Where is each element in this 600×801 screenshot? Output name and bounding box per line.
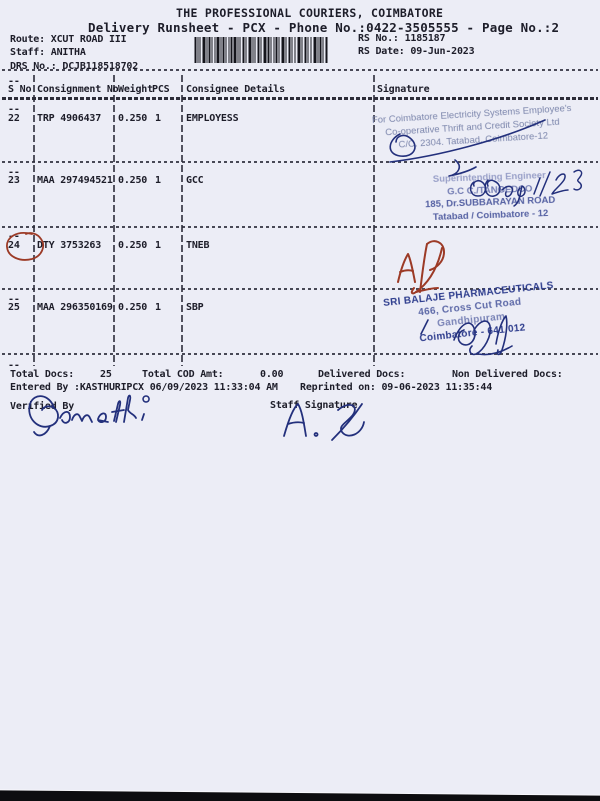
drs-value: DCJB118518702 <box>62 61 139 72</box>
row-pcs: 1 <box>155 302 161 313</box>
row-consignment-no: TRP 4906437 <box>37 113 102 124</box>
row-weight: 0.250 <box>118 302 148 313</box>
rs-no-label: RS No.: <box>358 33 399 44</box>
route-value: XCUT ROAD III <box>50 34 127 45</box>
page-title: THE PROFESSIONAL COURIERS, COIMBATORE <box>176 6 444 20</box>
signature-date-scribble-row23 <box>469 169 583 207</box>
rs-no-value: 1185187 <box>404 33 446 44</box>
table-header-row: S No Consignment No Weight PCS Consignee… <box>0 84 600 96</box>
divider <box>2 69 598 71</box>
col-header-consignee: Consignee Details <box>186 84 285 95</box>
total-docs-label: Total Docs: <box>10 369 75 380</box>
divider <box>2 161 598 163</box>
column-rule <box>113 75 115 366</box>
row-weight: 0.250 <box>118 240 148 251</box>
page-subtitle: Delivery Runsheet - PCX - Phone No.:0422… <box>88 20 560 35</box>
row-marker: -- <box>8 294 20 305</box>
verified-by-signature <box>28 394 150 437</box>
total-cod-label: Total COD Amt: <box>142 369 224 380</box>
non-delivered-docs-label: Non Delivered Docs: <box>452 369 563 380</box>
col-header-weight: Weight <box>118 84 153 95</box>
route-line: Route: XCUT ROAD III <box>10 34 127 45</box>
row-consignee: GCC <box>186 175 204 186</box>
row-marker: -- <box>8 104 20 115</box>
row-s-no: 22 <box>8 113 20 124</box>
entered-by: Entered By :KASTHURIPCX 06/09/2023 11:33… <box>10 382 278 393</box>
row-s-no: 24 <box>8 240 20 251</box>
row-marker: -- <box>8 76 20 87</box>
table-row: 25 MAA 296350169 0.250 1 SBP <box>0 302 600 314</box>
col-header-consignment-no: Consignment No <box>37 84 119 95</box>
barcode-icon <box>194 37 328 63</box>
drs-line: DRS No.: DCJB118518702 <box>10 61 138 72</box>
table-row: 24 DTY 3753263 0.250 1 TNEB <box>0 240 600 252</box>
row-weight: 0.250 <box>118 175 148 186</box>
table-row: 22 TRP 4906437 0.250 1 EMPLOYESS <box>0 113 600 125</box>
row-consignee: TNEB <box>186 240 210 251</box>
row-marker: -- <box>8 360 20 371</box>
route-label: Route: <box>10 34 45 45</box>
red-circle-annotation <box>6 232 45 261</box>
rs-date-value: 09-Jun-2023 <box>410 46 475 57</box>
delivered-docs-label: Delivered Docs: <box>318 369 406 380</box>
total-cod-value: 0.00 <box>260 369 284 380</box>
column-rule <box>181 75 183 366</box>
staff-value: ANITHA <box>50 47 86 58</box>
col-header-pcs: PCS <box>152 84 170 95</box>
staff-signature-scribble <box>283 403 365 441</box>
drs-label: DRS No.: <box>10 61 57 72</box>
staff-line: Staff: ANITHA <box>10 47 86 58</box>
verified-by-label: Verified By <box>10 401 75 412</box>
signature-scribble-row22 <box>389 119 546 177</box>
signature-scribble-row25 <box>420 315 513 356</box>
divider <box>2 288 598 290</box>
table-row: 23 MAA 297494521 0.250 1 GCC <box>0 175 600 187</box>
divider <box>2 97 598 100</box>
row-marker: -- <box>8 167 20 178</box>
rs-date-label: RS Date: <box>358 46 405 57</box>
row-consignee: SBP <box>186 302 204 313</box>
rs-date-line: RS Date: 09-Jun-2023 <box>358 46 475 57</box>
column-rule <box>373 75 375 366</box>
row-marker: -- <box>8 231 20 242</box>
rs-no-line: RS No.: 1185187 <box>358 33 446 44</box>
row-consignee: EMPLOYESS <box>186 113 239 124</box>
totals-line: Total Docs: 25 Total COD Amt: 0.00 Deliv… <box>0 369 600 381</box>
staff-label: Staff: <box>10 47 45 58</box>
staff-signature-label: Staff Signature <box>270 400 358 411</box>
row-pcs: 1 <box>155 113 161 124</box>
row-weight: 0.250 <box>118 113 148 124</box>
row-s-no: 23 <box>8 175 20 186</box>
divider <box>2 353 598 355</box>
row-pcs: 1 <box>155 175 161 186</box>
col-header-signature: Signature <box>377 84 430 95</box>
red-initial-scribble-row24 <box>397 240 445 295</box>
row-s-no: 25 <box>8 302 20 313</box>
column-rule <box>33 75 35 366</box>
col-header-s-no: S No <box>8 84 32 95</box>
row-consignment-no: DTY 3753263 <box>37 240 102 251</box>
row-pcs: 1 <box>155 240 161 251</box>
reprinted-on: Reprinted on: 09-06-2023 11:35:44 <box>300 382 493 393</box>
total-docs-value: 25 <box>100 369 112 380</box>
row-consignment-no: MAA 296350169 <box>37 302 113 313</box>
divider <box>2 226 598 228</box>
row-consignment-no: MAA 297494521 <box>37 175 113 186</box>
entered-by-line: Entered By :KASTHURIPCX 06/09/2023 11:33… <box>0 382 600 394</box>
